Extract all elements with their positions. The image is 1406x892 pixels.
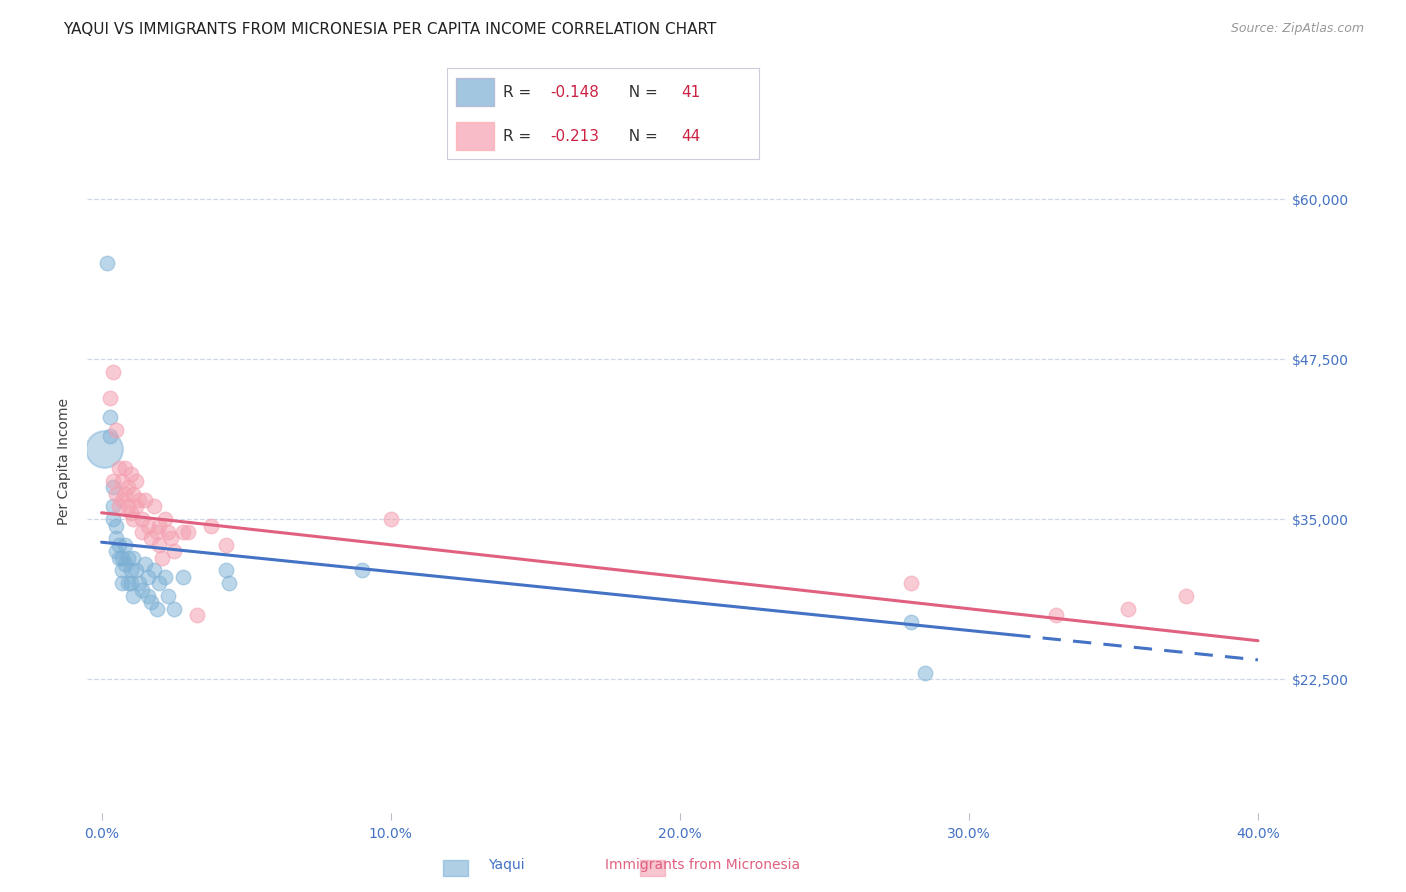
Point: [218, 576, 240, 591]
Point: [380, 512, 402, 526]
Point: [131, 582, 153, 597]
Point: [101, 365, 124, 379]
Point: [125, 500, 148, 514]
Point: [145, 524, 167, 539]
Point: [105, 532, 128, 546]
Point: [215, 538, 238, 552]
Text: Source: ZipAtlas.com: Source: ZipAtlas.com: [1230, 22, 1364, 36]
Point: [122, 589, 145, 603]
Point: [131, 512, 153, 526]
Point: [105, 486, 128, 500]
Point: [120, 563, 142, 577]
Point: [150, 550, 173, 565]
Point: [177, 524, 200, 539]
Text: Yaqui: Yaqui: [488, 858, 524, 872]
Point: [1045, 608, 1067, 623]
Point: [172, 570, 194, 584]
Point: [120, 506, 142, 520]
Point: [125, 563, 148, 577]
Point: [120, 467, 142, 482]
Point: [139, 595, 162, 609]
Point: [108, 538, 131, 552]
Point: [96, 256, 118, 270]
Point: [153, 570, 176, 584]
Point: [98, 409, 121, 424]
Point: [148, 518, 170, 533]
Point: [350, 563, 373, 577]
Point: [145, 601, 167, 615]
Point: [200, 518, 222, 533]
Point: [117, 550, 139, 565]
Point: [111, 563, 134, 577]
Point: [105, 423, 128, 437]
Point: [142, 563, 165, 577]
Point: [172, 524, 194, 539]
Point: [900, 576, 922, 591]
Point: [186, 608, 208, 623]
Point: [128, 492, 150, 507]
Point: [163, 544, 186, 558]
Point: [108, 461, 131, 475]
Point: [122, 550, 145, 565]
Point: [157, 524, 180, 539]
Point: [111, 576, 134, 591]
Point: [142, 500, 165, 514]
Point: [114, 557, 136, 571]
Point: [153, 512, 176, 526]
Y-axis label: Per Capita Income: Per Capita Income: [58, 398, 72, 525]
Point: [120, 576, 142, 591]
Point: [111, 492, 134, 507]
Point: [101, 500, 124, 514]
Point: [914, 665, 936, 680]
Point: [114, 538, 136, 552]
Point: [105, 544, 128, 558]
Point: [111, 474, 134, 488]
Point: [114, 461, 136, 475]
Point: [101, 512, 124, 526]
Point: [125, 474, 148, 488]
Point: [108, 550, 131, 565]
Point: [148, 538, 170, 552]
Point: [134, 492, 156, 507]
Text: Immigrants from Micronesia: Immigrants from Micronesia: [606, 858, 800, 872]
Point: [215, 563, 238, 577]
Point: [101, 474, 124, 488]
Point: [114, 486, 136, 500]
Point: [134, 557, 156, 571]
Point: [131, 524, 153, 539]
Point: [136, 518, 159, 533]
Text: YAQUI VS IMMIGRANTS FROM MICRONESIA PER CAPITA INCOME CORRELATION CHART: YAQUI VS IMMIGRANTS FROM MICRONESIA PER …: [63, 22, 717, 37]
Point: [139, 532, 162, 546]
Point: [160, 532, 183, 546]
Point: [157, 589, 180, 603]
Point: [136, 570, 159, 584]
Point: [163, 601, 186, 615]
Point: [1174, 589, 1197, 603]
Point: [111, 550, 134, 565]
Point: [108, 500, 131, 514]
Point: [122, 512, 145, 526]
Point: [93, 442, 115, 456]
Point: [148, 576, 170, 591]
Point: [98, 391, 121, 405]
Point: [128, 576, 150, 591]
Point: [900, 615, 922, 629]
Point: [105, 518, 128, 533]
Point: [117, 576, 139, 591]
Point: [136, 589, 159, 603]
Point: [117, 480, 139, 494]
Point: [101, 480, 124, 494]
Point: [1116, 601, 1139, 615]
Point: [122, 486, 145, 500]
Point: [98, 429, 121, 443]
Point: [117, 500, 139, 514]
